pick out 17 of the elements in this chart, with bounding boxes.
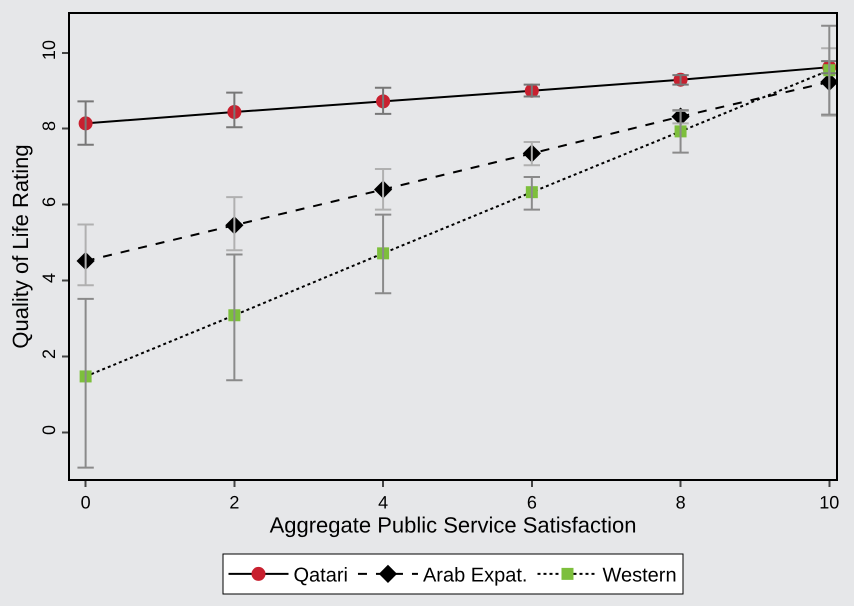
y-tick-label: 2	[38, 348, 59, 359]
y-tick-label: 0	[38, 424, 59, 435]
legend-label: Arab Expat.	[422, 564, 528, 587]
x-tick-label: 10	[819, 492, 840, 513]
x-tick-label: 8	[676, 492, 686, 513]
y-axis-title: Quality of Life Rating	[8, 144, 34, 349]
x-tick-label: 0	[80, 492, 91, 513]
y-tick-label: 4	[38, 272, 59, 283]
y-tick-label: 8	[38, 121, 59, 132]
legend-label: Qatari	[294, 564, 348, 587]
x-tick-label: 6	[526, 492, 537, 513]
y-tick-label: 6	[38, 197, 59, 208]
x-tick-label: 2	[229, 492, 240, 513]
x-axis-title: Aggregate Public Service Satisfaction	[270, 512, 636, 538]
legend-label: Western	[602, 564, 677, 587]
x-tick-label: 4	[378, 492, 388, 513]
y-tick-label: 10	[38, 40, 59, 60]
